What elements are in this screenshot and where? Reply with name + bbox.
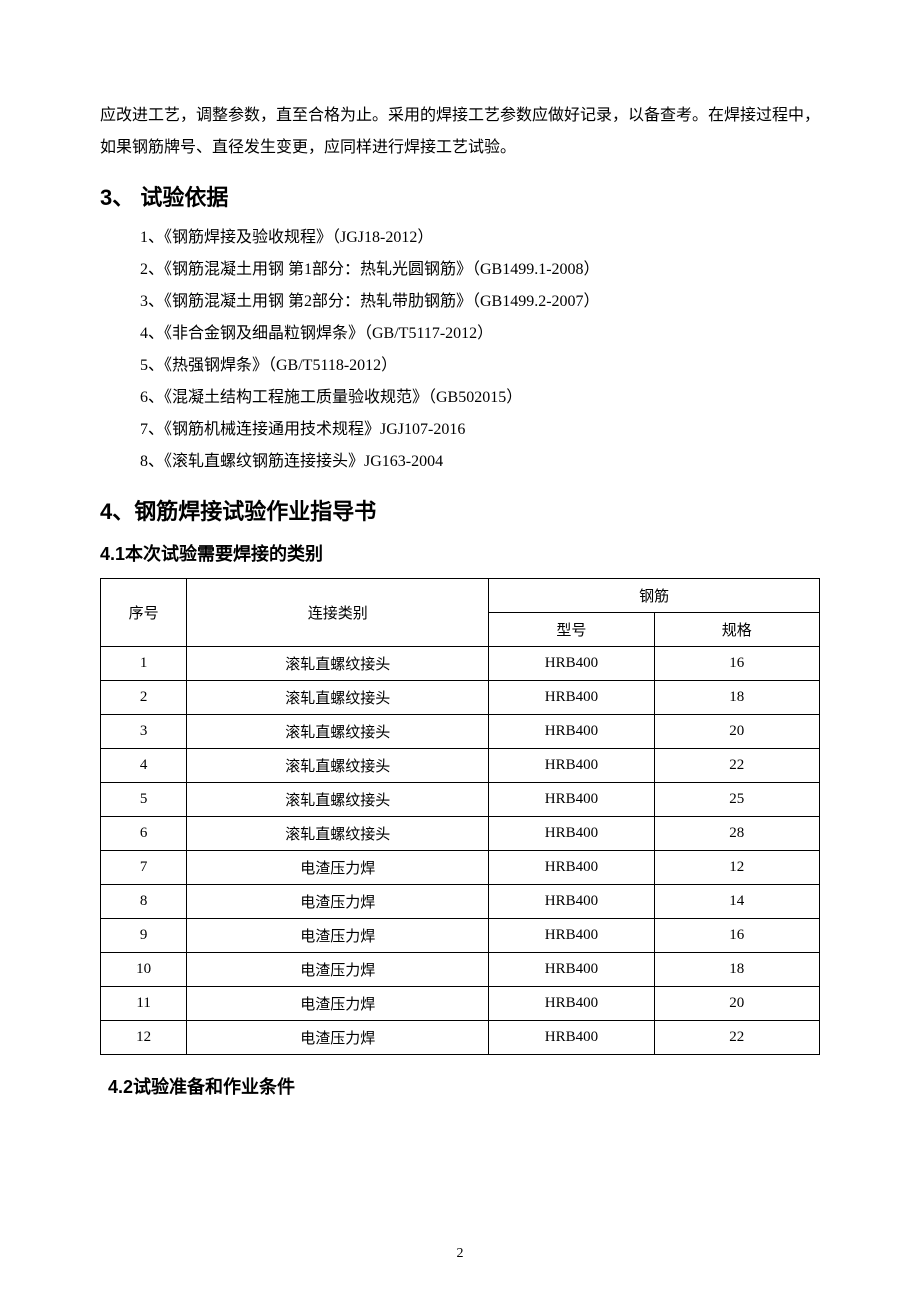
header-model: 型号 xyxy=(489,613,654,647)
cell-type: 电渣压力焊 xyxy=(187,851,489,885)
cell-type: 滚轧直螺纹接头 xyxy=(187,715,489,749)
cell-spec: 22 xyxy=(654,1021,819,1055)
cell-type: 滚轧直螺纹接头 xyxy=(187,749,489,783)
section-3-list: 1、《钢筋焊接及验收规程》（JGJ18-2012） 2、《钢筋混凝土用钢 第1部… xyxy=(140,222,820,478)
list-item: 8、《滚轧直螺纹钢筋连接接头》JG163-2004 xyxy=(140,446,820,478)
list-item: 6、《混凝土结构工程施工质量验收规范》（GB502015） xyxy=(140,382,820,414)
cell-seq: 11 xyxy=(101,987,187,1021)
cell-type: 电渣压力焊 xyxy=(187,987,489,1021)
cell-seq: 7 xyxy=(101,851,187,885)
page-number: 2 xyxy=(0,1246,920,1262)
cell-seq: 6 xyxy=(101,817,187,851)
header-seq: 序号 xyxy=(101,579,187,647)
section-4-2-title: 4.2试验准备和作业条件 xyxy=(108,1073,820,1099)
list-item: 2、《钢筋混凝土用钢 第1部分：热轧光圆钢筋》（GB1499.1-2008） xyxy=(140,254,820,286)
list-item: 3、《钢筋混凝土用钢 第2部分：热轧带肋钢筋》（GB1499.2-2007） xyxy=(140,286,820,318)
header-spec: 规格 xyxy=(654,613,819,647)
table-row: 8 电渣压力焊 HRB400 14 xyxy=(101,885,820,919)
cell-type: 电渣压力焊 xyxy=(187,919,489,953)
cell-seq: 4 xyxy=(101,749,187,783)
cell-type: 滚轧直螺纹接头 xyxy=(187,647,489,681)
table-row: 6 滚轧直螺纹接头 HRB400 28 xyxy=(101,817,820,851)
cell-model: HRB400 xyxy=(489,1021,654,1055)
cell-seq: 1 xyxy=(101,647,187,681)
cell-seq: 5 xyxy=(101,783,187,817)
list-item: 5、《热强钢焊条》（GB/T5118-2012） xyxy=(140,350,820,382)
document-page: 应改进工艺，调整参数，直至合格为止。采用的焊接工艺参数应做好记录，以备查考。在焊… xyxy=(0,0,920,1302)
cell-spec: 20 xyxy=(654,987,819,1021)
cell-spec: 25 xyxy=(654,783,819,817)
section-3-title: 3、 试验依据 xyxy=(100,180,820,212)
welding-type-table: 序号 连接类别 钢筋 型号 规格 1 滚轧直螺纹接头 HRB400 16 2 滚… xyxy=(100,578,820,1055)
intro-paragraph: 应改进工艺，调整参数，直至合格为止。采用的焊接工艺参数应做好记录，以备查考。在焊… xyxy=(100,100,820,164)
cell-spec: 16 xyxy=(654,919,819,953)
cell-spec: 12 xyxy=(654,851,819,885)
cell-seq: 2 xyxy=(101,681,187,715)
cell-model: HRB400 xyxy=(489,987,654,1021)
table-row: 12 电渣压力焊 HRB400 22 xyxy=(101,1021,820,1055)
cell-spec: 28 xyxy=(654,817,819,851)
table-row: 7 电渣压力焊 HRB400 12 xyxy=(101,851,820,885)
cell-model: HRB400 xyxy=(489,885,654,919)
cell-spec: 22 xyxy=(654,749,819,783)
cell-seq: 12 xyxy=(101,1021,187,1055)
header-conn-type: 连接类别 xyxy=(187,579,489,647)
cell-type: 滚轧直螺纹接头 xyxy=(187,783,489,817)
cell-model: HRB400 xyxy=(489,919,654,953)
section-4-title: 4、钢筋焊接试验作业指导书 xyxy=(100,494,820,526)
cell-type: 滚轧直螺纹接头 xyxy=(187,681,489,715)
cell-model: HRB400 xyxy=(489,749,654,783)
cell-type: 电渣压力焊 xyxy=(187,1021,489,1055)
cell-spec: 18 xyxy=(654,681,819,715)
cell-model: HRB400 xyxy=(489,715,654,749)
cell-model: HRB400 xyxy=(489,817,654,851)
cell-type: 电渣压力焊 xyxy=(187,953,489,987)
cell-spec: 20 xyxy=(654,715,819,749)
cell-model: HRB400 xyxy=(489,783,654,817)
cell-model: HRB400 xyxy=(489,647,654,681)
cell-model: HRB400 xyxy=(489,851,654,885)
cell-type: 滚轧直螺纹接头 xyxy=(187,817,489,851)
table-row: 10 电渣压力焊 HRB400 18 xyxy=(101,953,820,987)
table-header-row-1: 序号 连接类别 钢筋 xyxy=(101,579,820,613)
cell-seq: 10 xyxy=(101,953,187,987)
section-4-1-title: 4.1本次试验需要焊接的类别 xyxy=(100,540,820,566)
header-rebar: 钢筋 xyxy=(489,579,820,613)
list-item: 1、《钢筋焊接及验收规程》（JGJ18-2012） xyxy=(140,222,820,254)
list-item: 7、《钢筋机械连接通用技术规程》JGJ107-2016 xyxy=(140,414,820,446)
table-row: 4 滚轧直螺纹接头 HRB400 22 xyxy=(101,749,820,783)
table-row: 1 滚轧直螺纹接头 HRB400 16 xyxy=(101,647,820,681)
table-row: 9 电渣压力焊 HRB400 16 xyxy=(101,919,820,953)
cell-type: 电渣压力焊 xyxy=(187,885,489,919)
cell-seq: 3 xyxy=(101,715,187,749)
table-row: 5 滚轧直螺纹接头 HRB400 25 xyxy=(101,783,820,817)
table-row: 2 滚轧直螺纹接头 HRB400 18 xyxy=(101,681,820,715)
cell-seq: 9 xyxy=(101,919,187,953)
list-item: 4、《非合金钢及细晶粒钢焊条》（GB/T5117-2012） xyxy=(140,318,820,350)
table-row: 3 滚轧直螺纹接头 HRB400 20 xyxy=(101,715,820,749)
cell-spec: 18 xyxy=(654,953,819,987)
cell-spec: 14 xyxy=(654,885,819,919)
cell-model: HRB400 xyxy=(489,953,654,987)
table-row: 11 电渣压力焊 HRB400 20 xyxy=(101,987,820,1021)
cell-spec: 16 xyxy=(654,647,819,681)
cell-model: HRB400 xyxy=(489,681,654,715)
cell-seq: 8 xyxy=(101,885,187,919)
